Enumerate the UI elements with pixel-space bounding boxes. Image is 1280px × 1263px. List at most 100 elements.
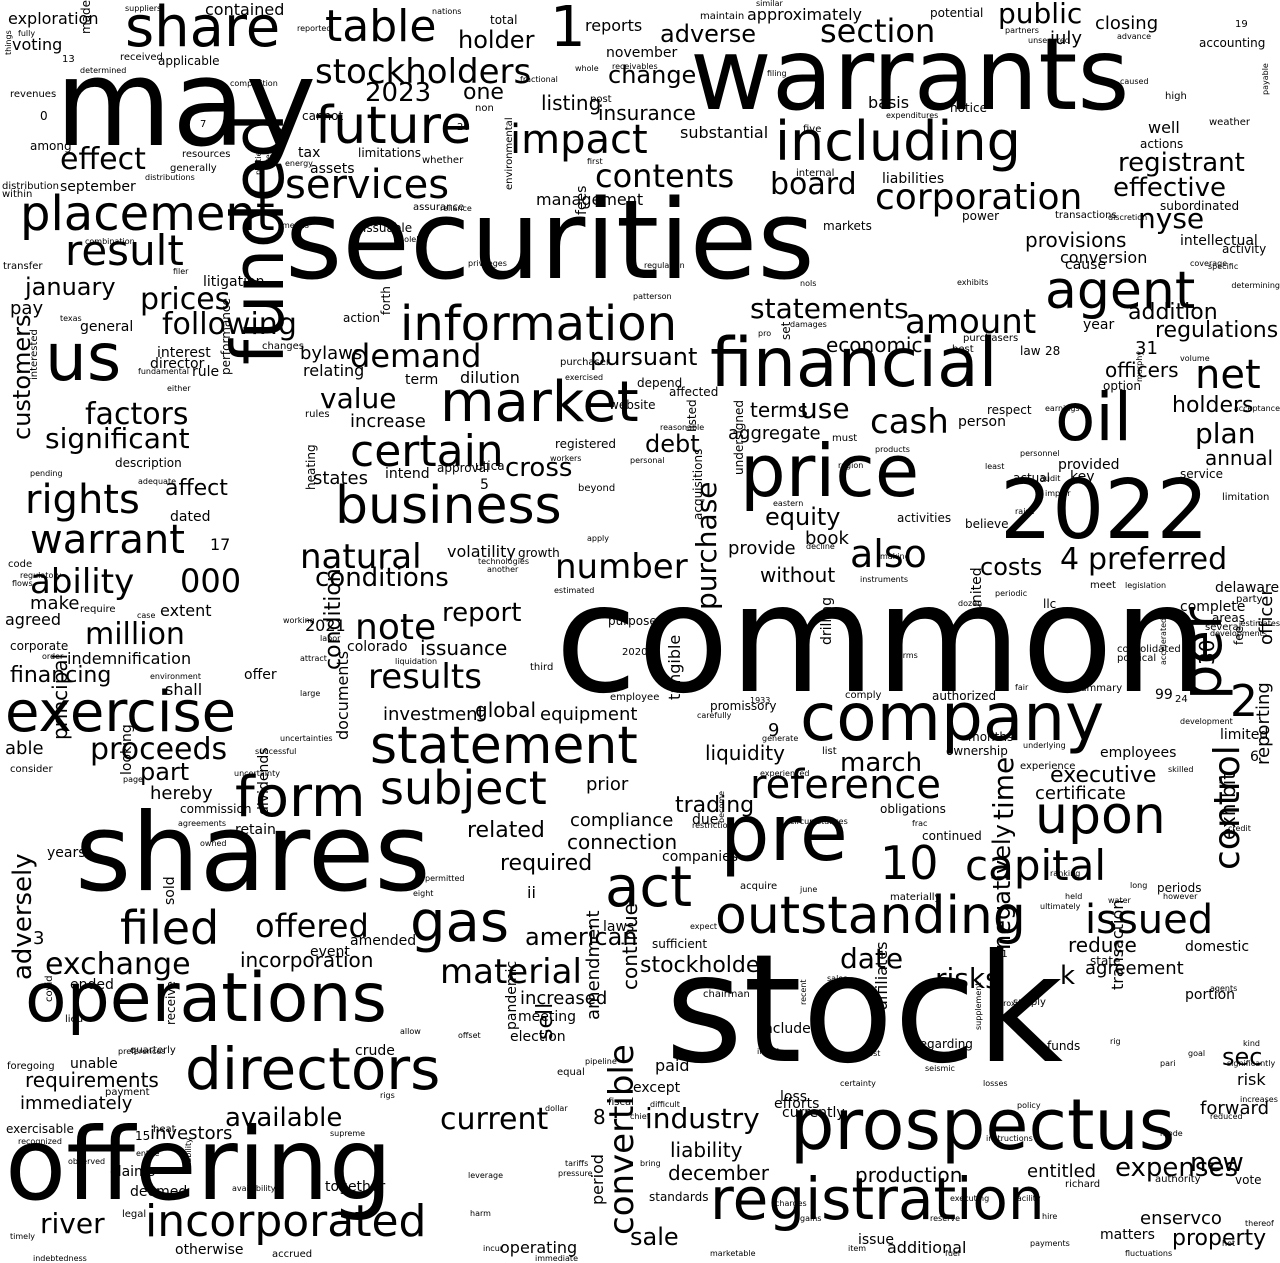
word-generally: generally	[170, 163, 217, 174]
word-prices: prices	[140, 282, 231, 317]
word-regulatory: regulatory	[20, 571, 62, 580]
word-reported: reported	[297, 24, 332, 33]
word-unable: unable	[70, 1056, 118, 1072]
word-vote: vote	[1235, 1173, 1262, 1187]
word-forth: forth	[379, 286, 393, 315]
word-retain: retain	[235, 822, 276, 838]
word-potential: potential	[930, 6, 984, 20]
word-k: k	[1060, 961, 1076, 991]
word-increased: increased	[520, 988, 608, 1009]
word-generate: generate	[762, 734, 799, 743]
word-making: making	[880, 552, 910, 561]
word-observed: observed	[68, 1157, 106, 1166]
word-carefully: carefully	[697, 711, 732, 720]
word-statements: statements	[750, 292, 909, 325]
word-hot: hot	[1222, 1239, 1236, 1248]
word-transfer: transfer	[3, 261, 43, 272]
word-successful: successful	[255, 747, 297, 756]
word-apply: apply	[587, 534, 610, 543]
word-payments: payments	[1030, 1239, 1070, 1248]
word-july: july	[1050, 28, 1083, 49]
word-impair: impair	[1045, 489, 1071, 498]
word-factors: factors	[85, 397, 189, 432]
word-flows: flows	[12, 579, 33, 588]
word-entitled: entitled	[1027, 1161, 1097, 1182]
word-energy: energy	[285, 159, 313, 168]
word-activities: activities	[897, 511, 952, 525]
word-water: water	[1108, 896, 1131, 905]
word-liabilities: liabilities	[882, 171, 945, 187]
word-offer: offer	[244, 667, 277, 683]
word-payable: payable	[1261, 63, 1270, 95]
word-months: months	[968, 730, 1014, 744]
word-personal: personal	[630, 456, 665, 465]
word-convertible: convertible	[602, 1044, 642, 1235]
word-amended: amended	[350, 933, 417, 949]
word-000: 000	[180, 562, 242, 600]
word-agent: agent	[1045, 261, 1196, 321]
word-intend: intend	[385, 466, 430, 482]
word-plan: plan	[1195, 417, 1256, 450]
word-5: 5	[480, 477, 489, 493]
word-2023: 2023	[365, 78, 432, 108]
word-24: 24	[1175, 694, 1188, 705]
word-significantly: significantly	[1227, 1059, 1276, 1068]
word-covid: covid	[44, 975, 55, 1002]
word-llc: llc	[1043, 597, 1057, 611]
word-supreme: supreme	[330, 1129, 366, 1138]
word-insurance: insurance	[598, 101, 696, 125]
word-property: property	[1172, 1226, 1267, 1251]
word-31: 31	[1135, 338, 1158, 359]
word-public: public	[998, 0, 1083, 30]
word-distribution: distribution	[2, 181, 59, 192]
word-hereby: hereby	[150, 783, 213, 804]
word-corporate: corporate	[10, 639, 69, 653]
word-preferences: preferences	[118, 1047, 166, 1056]
word-leverage: leverage	[468, 1171, 503, 1180]
word-conversion: conversion	[1060, 248, 1148, 267]
word-securities: securities	[285, 176, 815, 304]
word-recognized: recognized	[18, 1137, 62, 1146]
word-common: common	[555, 553, 1209, 727]
word-paid: paid	[655, 1056, 690, 1075]
word-rules: rules	[305, 409, 330, 420]
word-river: river	[40, 1207, 105, 1240]
word-1933: 1933	[750, 696, 771, 705]
word-beyond: beyond	[578, 483, 616, 494]
word-directors: directors	[185, 1035, 441, 1103]
word-pandemic: pandemic	[504, 960, 520, 1030]
word-periods: periods	[1157, 881, 1202, 895]
word-goal: goal	[1188, 1049, 1206, 1058]
word-november: november	[606, 45, 678, 61]
word-permitted: permitted	[425, 874, 465, 883]
word-proxy: proxy	[998, 999, 1021, 1008]
word-comply: comply	[845, 690, 882, 701]
word-may: may	[55, 35, 317, 174]
word-environment: environment	[150, 672, 201, 681]
word-another: another	[487, 565, 519, 574]
word-9: 9	[768, 720, 780, 741]
word-instruments: instruments	[860, 575, 909, 584]
word-global: global	[475, 698, 536, 722]
word-least: least	[985, 462, 1005, 471]
word-outstanding: outstanding	[715, 886, 1026, 946]
word-receivables: receivables	[612, 62, 658, 71]
word-chairman: chairman	[703, 989, 750, 1000]
word-tariffs: tariffs	[565, 1159, 589, 1168]
word-election: election	[510, 1029, 566, 1045]
word-agreements: agreements	[178, 819, 227, 828]
word-sales: sales	[827, 974, 848, 983]
word-ii: ii	[527, 883, 536, 902]
word-required: required	[500, 851, 593, 876]
word-one: one	[463, 80, 504, 105]
word-fundamental: fundamental	[138, 367, 189, 376]
word-20: 20	[457, 122, 470, 133]
word-warrants: warrants	[690, 16, 1130, 133]
word-bring: bring	[640, 1159, 661, 1168]
word-shall: shall	[165, 680, 203, 699]
word-2020: 2020	[622, 647, 648, 658]
word-tax: tax	[298, 145, 321, 161]
word-future: future	[315, 96, 472, 156]
word-expenditures: expenditures	[886, 111, 939, 120]
